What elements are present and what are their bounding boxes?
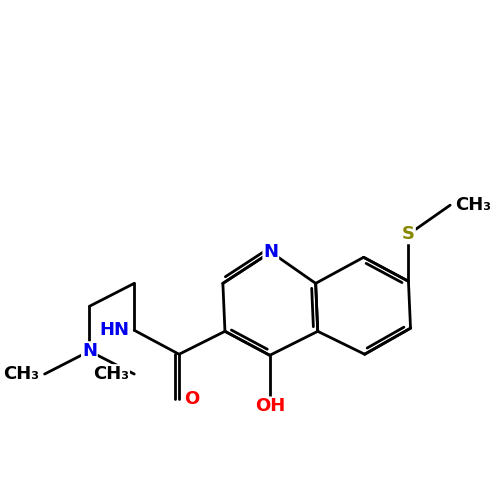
Text: S: S <box>402 226 415 244</box>
Text: N: N <box>82 342 97 360</box>
Text: CH₃: CH₃ <box>4 365 40 383</box>
Text: CH₃: CH₃ <box>93 365 129 383</box>
Text: OH: OH <box>254 398 285 415</box>
Text: N: N <box>264 243 278 261</box>
Text: HN: HN <box>99 322 129 340</box>
Text: O: O <box>184 390 200 408</box>
Text: CH₃: CH₃ <box>456 196 492 214</box>
